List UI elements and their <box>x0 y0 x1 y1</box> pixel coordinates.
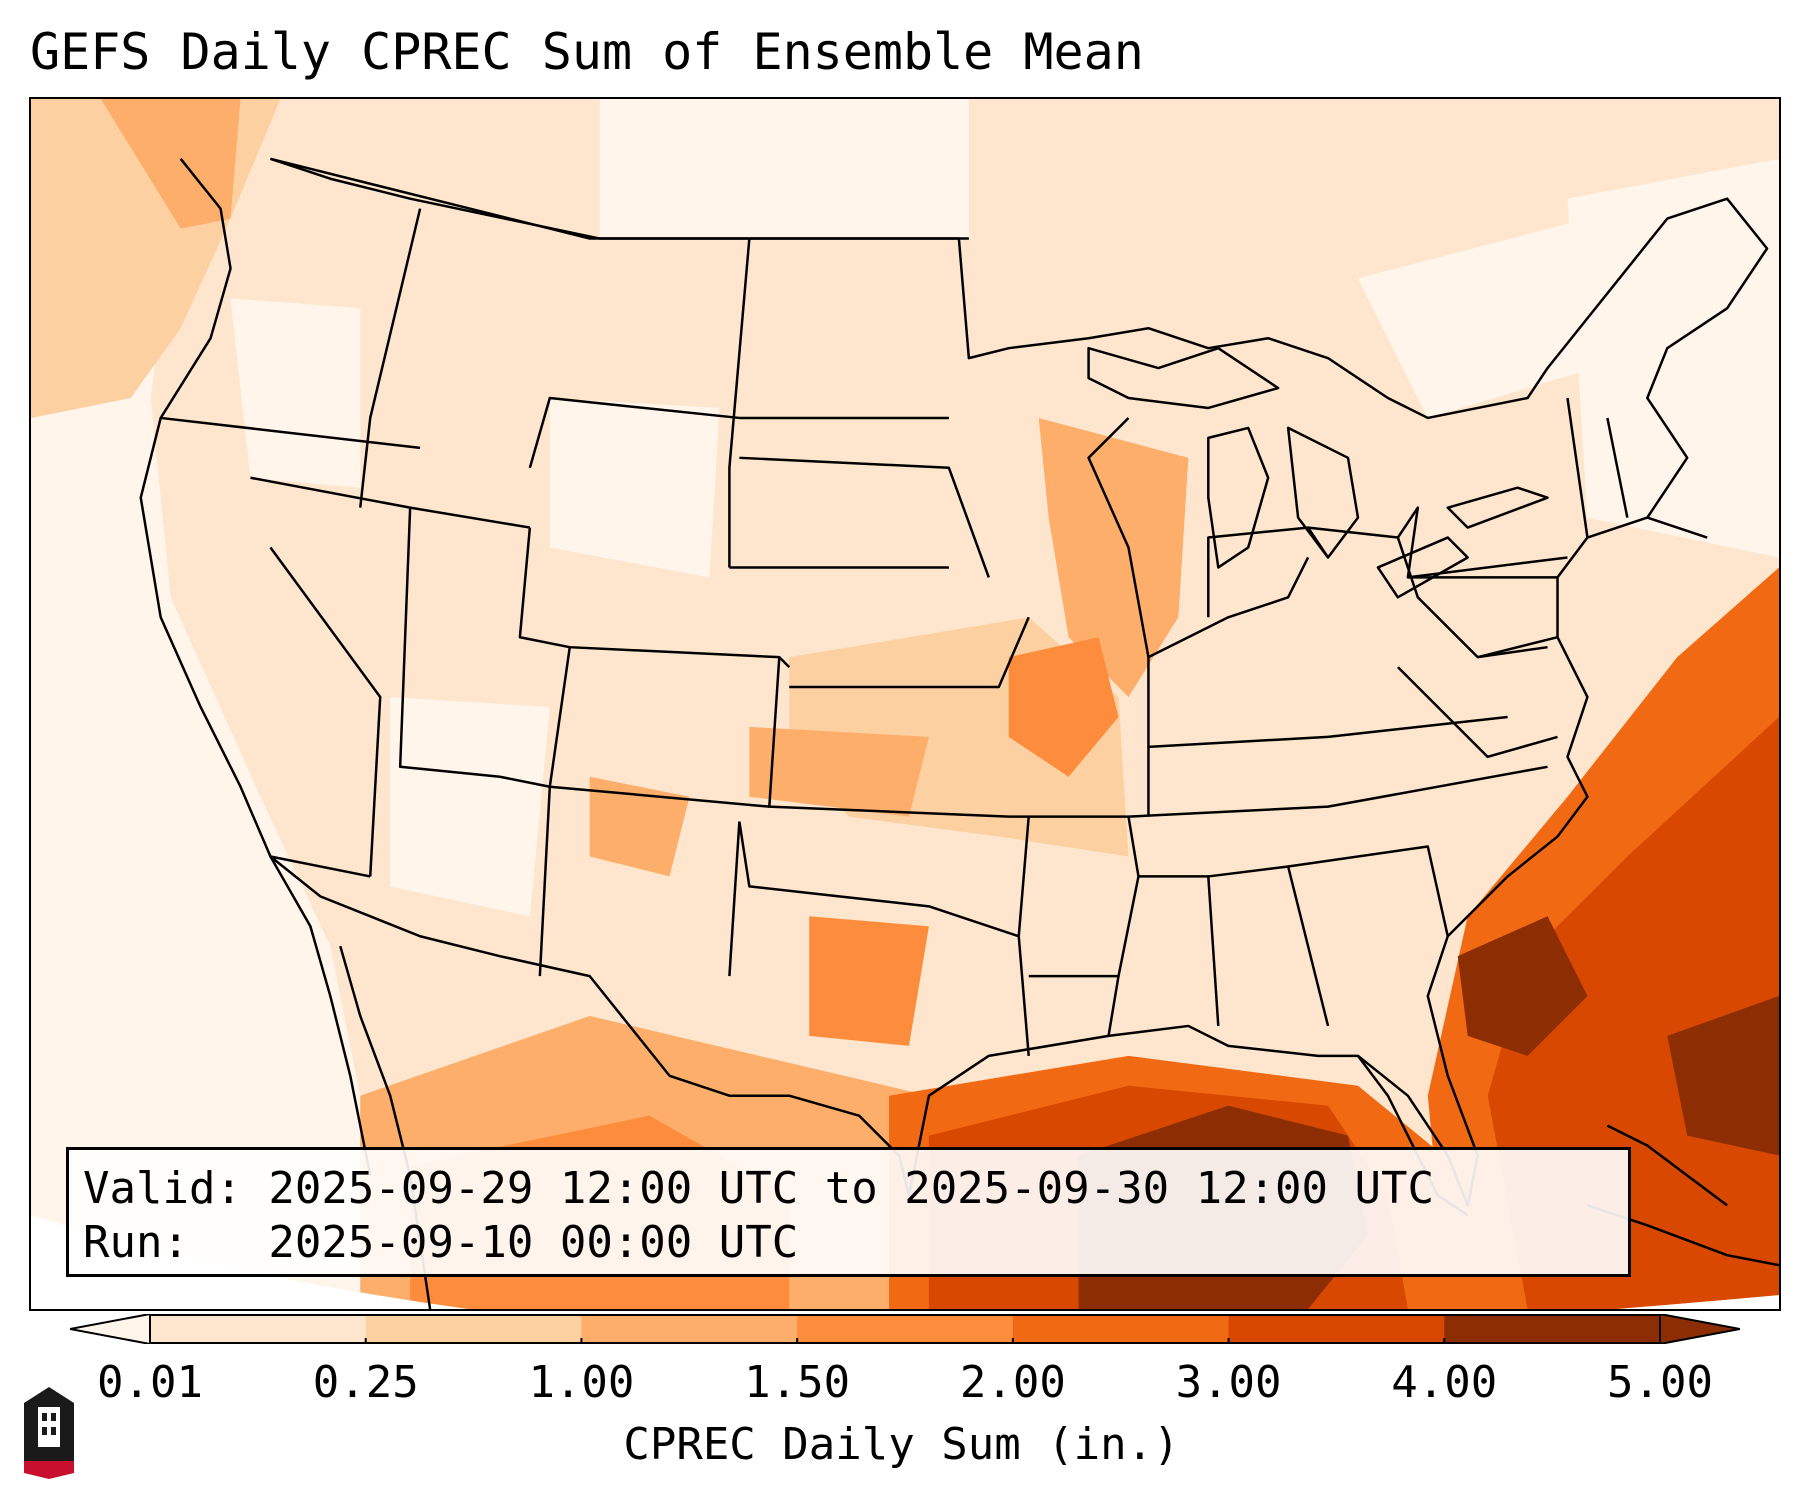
logo-banner <box>24 1461 74 1479</box>
colorbar-tick-label: 2.00 <box>959 1357 1066 1408</box>
colorbar-segment <box>150 1314 367 1344</box>
colorbar-tick-label: 4.00 <box>1391 1357 1498 1408</box>
colorbar-segment <box>797 1314 1014 1344</box>
colorbar-tick-label: 0.25 <box>312 1357 419 1408</box>
logo-window-2 <box>51 1413 56 1421</box>
precip-map <box>31 99 1779 1309</box>
niu-logo <box>24 1387 74 1479</box>
valid-time-text: Valid: 2025-09-29 12:00 UTC to 2025-09-3… <box>83 1163 1435 1214</box>
colorbar-extend-high <box>1659 1314 1740 1344</box>
colorbar <box>70 1314 1740 1344</box>
logo-tower <box>38 1407 60 1447</box>
colorbar-segment <box>1012 1314 1230 1344</box>
colorbar-tick-label: 3.00 <box>1175 1357 1282 1408</box>
colorbar-segment <box>1444 1314 1661 1344</box>
colorbar-tick-label: 1.00 <box>528 1357 635 1408</box>
colorbar-tick-label: 0.01 <box>97 1357 203 1408</box>
colorbar-label: CPREC Daily Sum (in.) <box>623 1419 1180 1470</box>
colorbar-segment <box>365 1314 582 1344</box>
state-borders <box>139 157 1779 1309</box>
colorbar-segment <box>1228 1314 1445 1344</box>
logo-window-3 <box>42 1427 47 1435</box>
colorbar-tick-label: 1.50 <box>744 1357 851 1408</box>
colorbar-tick-label: 5.00 <box>1607 1357 1713 1408</box>
colorbar-segment <box>581 1314 798 1344</box>
chart-title: GEFS Daily CPREC Sum of Ensemble Mean <box>30 23 1144 81</box>
run-time-text: Run: 2025-09-10 00:00 UTC <box>83 1217 799 1268</box>
colorbar-outline <box>149 1314 1661 1344</box>
logo-window-1 <box>42 1413 47 1421</box>
colorbar-extend-low <box>70 1314 151 1344</box>
map-frame <box>29 97 1781 1311</box>
precip-field <box>31 99 1779 1309</box>
logo-window-4 <box>51 1427 56 1435</box>
valid-run-box: Valid: 2025-09-29 12:00 UTC to 2025-09-3… <box>66 1147 1631 1277</box>
